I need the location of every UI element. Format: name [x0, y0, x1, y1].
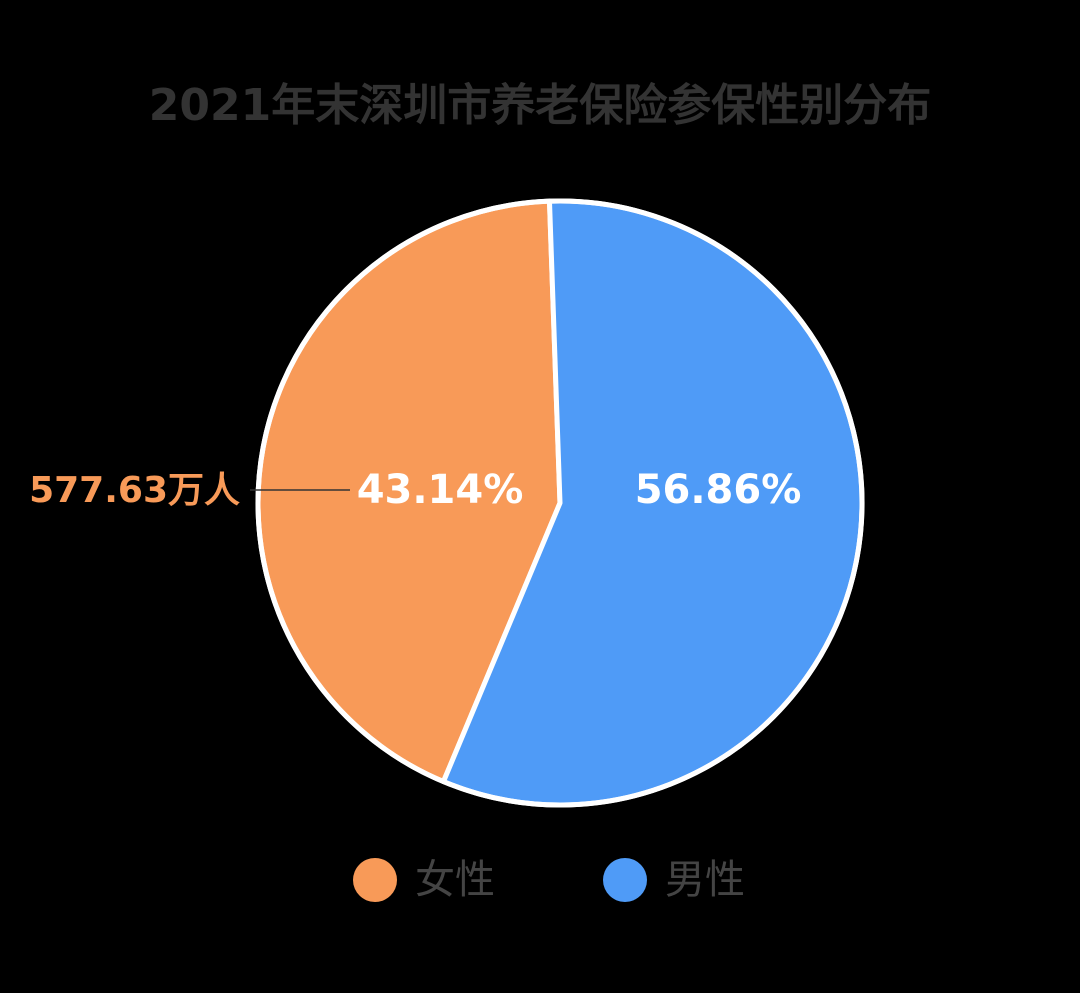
pie-outline: [255, 198, 865, 808]
chart-title: 2021年末深圳市养老保险参保性别分布: [149, 80, 931, 131]
legend-swatch: [603, 858, 647, 902]
value-label: 56.86%: [635, 467, 802, 513]
annotation: 577.63万人: [29, 470, 240, 511]
legend-label: 女性: [415, 857, 495, 903]
legend-swatch: [353, 858, 397, 902]
value-label: 43.14%: [357, 467, 524, 513]
legend-label: 男性: [665, 857, 745, 903]
